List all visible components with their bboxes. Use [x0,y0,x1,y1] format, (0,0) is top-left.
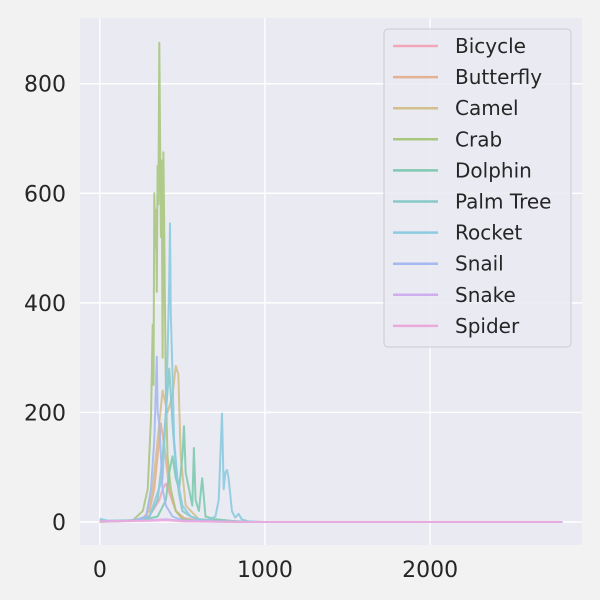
x-axis-ticks: 0 1000 2000 [93,558,458,583]
legend-label: Dolphin [455,158,532,182]
y-tick-label: 200 [24,401,66,426]
legend-label: Camel [455,96,519,120]
x-tick-label: 1000 [237,558,293,583]
y-tick-label: 400 [24,292,66,317]
legend-label: Snake [455,283,516,307]
y-tick-label: 800 [24,73,66,98]
legend-label: Rocket [455,221,522,245]
y-tick-label: 0 [52,511,66,536]
legend-label: Bicycle [455,34,526,58]
x-tick-label: 0 [93,558,107,583]
legend-label: Butterfly [455,65,542,89]
series-line-crab [99,41,563,523]
x-tick-label: 2000 [402,558,458,583]
legend-label: Crab [455,127,502,151]
legend: Bicycle Butterfly Camel Crab Dolphin Palm Tre… [383,28,572,348]
y-tick-label: 600 [24,182,66,207]
series-layer [99,41,563,523]
legend-label: Snail [455,252,504,276]
legend-label: Spider [455,314,520,338]
series-line-spider [99,519,563,523]
y-axis-ticks: 0 200 400 600 800 [24,73,66,536]
legend-label: Palm Tree [455,190,551,214]
series-line-rocket [99,222,563,523]
